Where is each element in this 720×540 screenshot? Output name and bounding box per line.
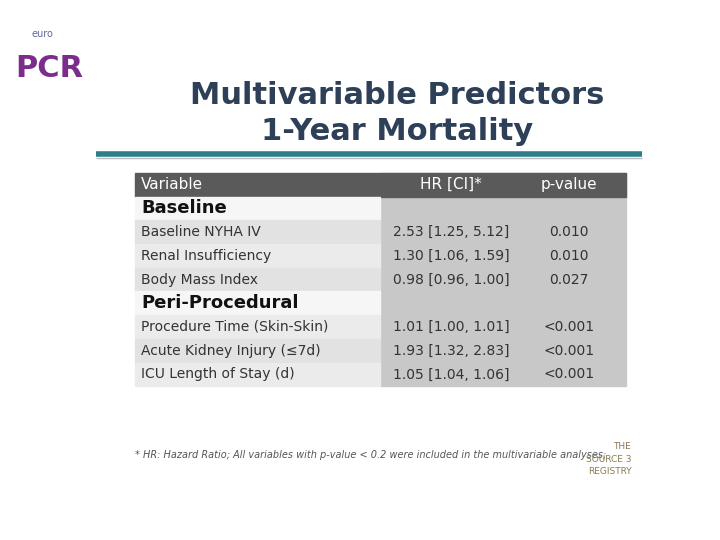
Text: 1.93 [1.32, 2.83]: 1.93 [1.32, 2.83]	[393, 343, 510, 357]
Bar	[380, 173, 626, 386]
Text: PCR: PCR	[15, 55, 84, 83]
Text: <0.001: <0.001	[544, 320, 595, 334]
Text: 1.05 [1.04, 1.06]: 1.05 [1.04, 1.06]	[393, 367, 510, 381]
Text: ICU Length of Stay (d): ICU Length of Stay (d)	[141, 367, 295, 381]
Text: euro: euro	[32, 29, 54, 39]
Bar	[135, 292, 380, 315]
Text: 1.30 [1.06, 1.59]: 1.30 [1.06, 1.59]	[393, 249, 510, 263]
Text: HR [CI]*: HR [CI]*	[420, 177, 482, 192]
Text: Procedure Time (Skin-Skin): Procedure Time (Skin-Skin)	[141, 320, 329, 334]
Bar	[135, 220, 380, 244]
Bar	[135, 244, 380, 268]
Text: Multivariable Predictors
1-Year Mortality: Multivariable Predictors 1-Year Mortalit…	[189, 82, 604, 146]
Text: 0.027: 0.027	[549, 273, 589, 287]
Bar	[135, 197, 380, 220]
Bar	[135, 339, 380, 362]
Text: Baseline NYHA IV: Baseline NYHA IV	[141, 225, 261, 239]
Text: Renal Insufficiency: Renal Insufficiency	[141, 249, 271, 263]
Text: Body Mass Index: Body Mass Index	[141, 273, 258, 287]
Bar	[135, 362, 380, 386]
Text: 0.010: 0.010	[549, 225, 589, 239]
Text: <0.001: <0.001	[544, 367, 595, 381]
Text: 0.010: 0.010	[549, 249, 589, 263]
Text: 1.01 [1.00, 1.01]: 1.01 [1.00, 1.01]	[393, 320, 510, 334]
Text: * HR: Hazard Ratio; All variables with p-value < 0.2 were included in the multiv: * HR: Hazard Ratio; All variables with p…	[135, 450, 606, 460]
Text: <0.001: <0.001	[544, 343, 595, 357]
Text: Peri-Procedural: Peri-Procedural	[141, 294, 299, 312]
Text: 2.53 [1.25, 5.12]: 2.53 [1.25, 5.12]	[393, 225, 510, 239]
Text: THE
SOURCE 3
REGISTRY: THE SOURCE 3 REGISTRY	[586, 442, 631, 476]
Text: 0.98 [0.96, 1.00]: 0.98 [0.96, 1.00]	[393, 273, 510, 287]
Text: Variable: Variable	[141, 177, 204, 192]
Bar	[135, 173, 626, 197]
Text: Acute Kidney Injury (≤7d): Acute Kidney Injury (≤7d)	[141, 343, 321, 357]
Bar	[135, 315, 380, 339]
Text: p-value: p-value	[541, 177, 598, 192]
Bar	[135, 268, 380, 292]
Text: Baseline: Baseline	[141, 199, 227, 218]
